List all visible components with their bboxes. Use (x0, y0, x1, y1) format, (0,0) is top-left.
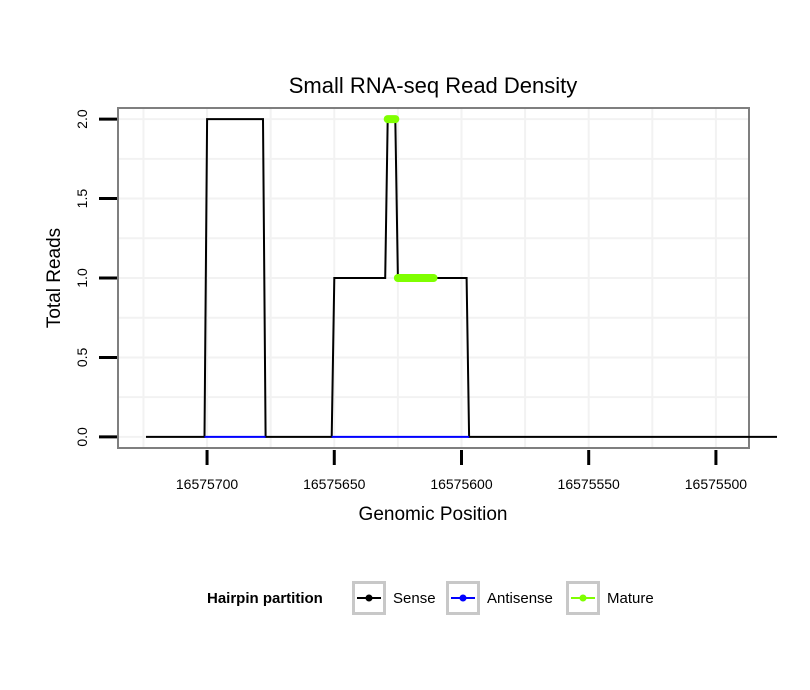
y-axis: 0.0 0.5 1.0 1.5 2.0 (74, 109, 117, 447)
series-layer (146, 115, 777, 438)
y-tick-label: 2.0 (74, 109, 90, 129)
plot-panel (117, 107, 750, 449)
legend-key-point (459, 594, 467, 602)
x-axis: 16575700 16575650 16575600 16575550 16575500 (176, 450, 747, 492)
legend-label-sense: Sense (393, 590, 436, 607)
y-tick-label: 1.5 (74, 189, 90, 209)
y-tick-label: 1.0 (74, 268, 90, 288)
x-tick-label: 16575500 (685, 476, 748, 492)
sense-line (146, 118, 777, 438)
legend-label-mature: Mature (607, 590, 654, 607)
x-tick-label: 16575550 (558, 476, 621, 492)
legend-item-sense: Sense (352, 581, 436, 615)
legend-label-antisense: Antisense (487, 590, 553, 607)
legend-item-antisense: Antisense (446, 581, 553, 615)
legend-title: Hairpin partition (207, 590, 323, 607)
x-tick-label: 16575700 (176, 476, 239, 492)
legend: Hairpin partition Sense Antisense Mature (207, 581, 654, 615)
legend-key-point (365, 594, 373, 602)
y-tick-label: 0.0 (74, 427, 90, 447)
y-axis-label: Total Reads (44, 228, 65, 328)
x-tick-label: 16575650 (303, 476, 366, 492)
chart-title: Small RNA-seq Read Density (289, 73, 578, 98)
x-tick-label: 16575600 (430, 476, 493, 492)
x-axis-label: Genomic Position (359, 504, 508, 525)
y-tick-label: 0.5 (74, 347, 90, 367)
legend-item-mature: Mature (566, 581, 654, 615)
legend-key-point (579, 594, 587, 602)
